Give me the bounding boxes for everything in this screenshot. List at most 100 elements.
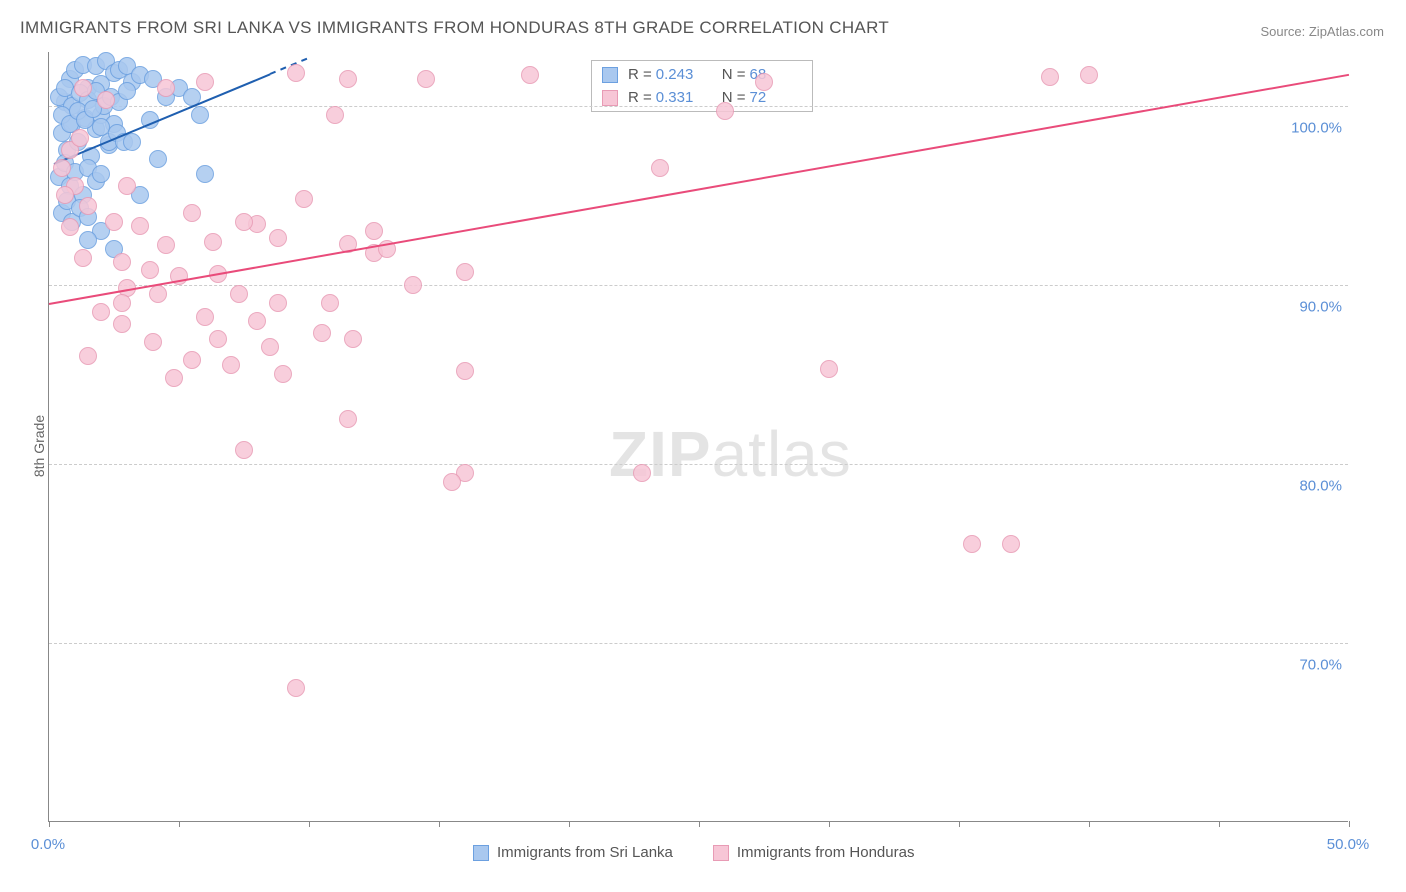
- n-label: N =: [722, 66, 746, 83]
- data-point: [633, 464, 651, 482]
- data-point: [248, 312, 266, 330]
- data-point: [269, 294, 287, 312]
- y-tick-label: 100.0%: [1291, 119, 1342, 136]
- data-point: [141, 261, 159, 279]
- data-point: [456, 263, 474, 281]
- data-point: [1080, 66, 1098, 84]
- stats-row: R =0.243N =68: [592, 63, 812, 86]
- data-point: [105, 213, 123, 231]
- legend-item: Immigrants from Honduras: [713, 844, 915, 861]
- data-point: [74, 79, 92, 97]
- data-point: [339, 70, 357, 88]
- data-point: [417, 70, 435, 88]
- x-tick: [1219, 821, 1220, 827]
- data-point: [1002, 535, 1020, 553]
- data-point: [235, 441, 253, 459]
- y-tick-label: 80.0%: [1299, 477, 1342, 494]
- data-point: [443, 473, 461, 491]
- data-point: [651, 159, 669, 177]
- x-tick: [439, 821, 440, 827]
- data-point: [456, 362, 474, 380]
- data-point: [71, 129, 89, 147]
- data-point: [118, 82, 136, 100]
- data-point: [113, 294, 131, 312]
- r-value: 0.331: [656, 89, 704, 106]
- gridline: [49, 643, 1348, 644]
- legend-label: Immigrants from Honduras: [737, 844, 915, 861]
- correlation-stats-box: R =0.243N =68R =0.331N =72: [591, 60, 813, 112]
- y-axis-label: 8th Grade: [31, 415, 47, 477]
- chart-title: IMMIGRANTS FROM SRI LANKA VS IMMIGRANTS …: [20, 18, 889, 38]
- data-point: [149, 285, 167, 303]
- data-point: [165, 369, 183, 387]
- r-value: 0.243: [656, 66, 704, 83]
- data-point: [321, 294, 339, 312]
- data-point: [235, 213, 253, 231]
- source-name: ZipAtlas.com: [1309, 24, 1384, 39]
- data-point: [183, 204, 201, 222]
- data-point: [149, 150, 167, 168]
- x-tick: [49, 821, 50, 827]
- data-point: [157, 236, 175, 254]
- data-point: [131, 217, 149, 235]
- data-point: [339, 410, 357, 428]
- x-tick-label: 50.0%: [1327, 836, 1370, 853]
- x-tick: [1349, 821, 1350, 827]
- data-point: [295, 190, 313, 208]
- data-point: [74, 249, 92, 267]
- data-point: [53, 159, 71, 177]
- series-swatch: [602, 67, 618, 83]
- data-point: [287, 679, 305, 697]
- data-point: [79, 347, 97, 365]
- data-point: [56, 186, 74, 204]
- data-point: [365, 222, 383, 240]
- data-point: [222, 356, 240, 374]
- series-legend: Immigrants from Sri Lanka Immigrants from…: [473, 844, 914, 861]
- data-point: [209, 330, 227, 348]
- data-point: [1041, 68, 1059, 86]
- data-point: [118, 177, 136, 195]
- r-label: R =: [628, 89, 652, 106]
- r-label: R =: [628, 66, 652, 83]
- x-tick: [699, 821, 700, 827]
- data-point: [92, 165, 110, 183]
- data-point: [196, 73, 214, 91]
- data-point: [204, 233, 222, 251]
- data-point: [79, 197, 97, 215]
- data-point: [97, 91, 115, 109]
- data-point: [521, 66, 539, 84]
- scatter-plot-area: ZIPatlas R =0.243N =68R =0.331N =72 70.0…: [48, 52, 1348, 822]
- watermark-bold: ZIP: [609, 418, 712, 490]
- series-swatch: [602, 90, 618, 106]
- data-point: [274, 365, 292, 383]
- n-value: 72: [750, 89, 798, 106]
- x-tick: [829, 821, 830, 827]
- data-point: [963, 535, 981, 553]
- data-point: [196, 308, 214, 326]
- data-point: [230, 285, 248, 303]
- x-tick: [179, 821, 180, 827]
- watermark-rest: atlas: [712, 418, 852, 490]
- data-point: [113, 315, 131, 333]
- data-point: [716, 102, 734, 120]
- legend-item: Immigrants from Sri Lanka: [473, 844, 673, 861]
- data-point: [61, 218, 79, 236]
- legend-swatch: [713, 845, 729, 861]
- x-tick: [959, 821, 960, 827]
- data-point: [344, 330, 362, 348]
- gridline: [49, 464, 1348, 465]
- source-attribution: Source: ZipAtlas.com: [1260, 24, 1384, 39]
- data-point: [92, 303, 110, 321]
- data-point: [269, 229, 287, 247]
- data-point: [196, 165, 214, 183]
- data-point: [113, 253, 131, 271]
- y-tick-label: 70.0%: [1299, 656, 1342, 673]
- data-point: [191, 106, 209, 124]
- data-point: [755, 73, 773, 91]
- x-tick: [309, 821, 310, 827]
- data-point: [261, 338, 279, 356]
- data-point: [79, 231, 97, 249]
- data-point: [287, 64, 305, 82]
- data-point: [326, 106, 344, 124]
- legend-label: Immigrants from Sri Lanka: [497, 844, 673, 861]
